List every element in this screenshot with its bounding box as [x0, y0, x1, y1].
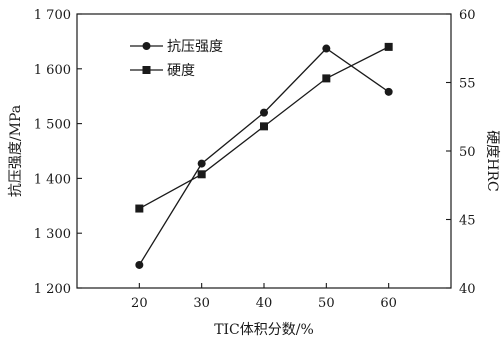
plot-frame — [76, 13, 452, 289]
legend-label-compressive-strength: 抗压强度 — [167, 39, 223, 55]
tick-labels: 20 30 40 50 60 1 200 1 300 1 400 1 500 1 600 1 700… — [34, 8, 476, 311]
x-tick-label: 40 — [256, 296, 273, 311]
right-y-tick-label: 45 — [459, 214, 476, 229]
left-y-tick-label: 1 400 — [34, 172, 71, 187]
data-point-compressive-strength — [260, 108, 268, 117]
series-markers — [135, 42, 393, 269]
data-point-compressive-strength — [135, 260, 144, 269]
x-tick-label: 50 — [318, 296, 335, 311]
right-y-tick-label: 50 — [459, 145, 476, 160]
series-lines — [138, 46, 390, 266]
right-y-tick-label: 60 — [459, 8, 476, 23]
left-y-axis-title: 抗压强度/MPa — [8, 105, 24, 197]
tick-marks — [77, 13, 451, 289]
data-point-compressive-strength — [197, 159, 206, 168]
data-point-hardness — [322, 74, 331, 83]
x-axis-title: TIC体积分数/% — [214, 322, 314, 338]
right-y-tick-label: 40 — [459, 282, 476, 297]
data-point-compressive-strength — [384, 87, 393, 96]
data-point-hardness — [135, 204, 144, 213]
left-y-tick-label: 1 200 — [34, 282, 71, 297]
left-y-tick-label: 1 700 — [34, 8, 71, 23]
x-tick-label: 20 — [131, 296, 148, 311]
right-y-tick-label: 55 — [459, 77, 476, 92]
legend-marker-hardness — [142, 66, 151, 74]
legend-label-hardness: 硬度 — [167, 63, 195, 79]
data-point-hardness — [384, 42, 393, 51]
left-y-tick-label: 1 300 — [34, 227, 71, 242]
data-point-hardness — [197, 170, 206, 179]
x-tick-label: 30 — [193, 296, 210, 311]
x-tick-label: 60 — [380, 296, 397, 311]
left-y-tick-label: 1 600 — [34, 63, 71, 78]
right-y-axis-title: 硬度HRC — [484, 130, 500, 191]
data-point-hardness — [260, 122, 268, 131]
data-point-compressive-strength — [322, 44, 331, 53]
legend-marker-compressive-strength — [142, 42, 151, 50]
left-y-tick-label: 1 500 — [34, 118, 71, 133]
series-line-compressive-strength — [138, 47, 390, 266]
